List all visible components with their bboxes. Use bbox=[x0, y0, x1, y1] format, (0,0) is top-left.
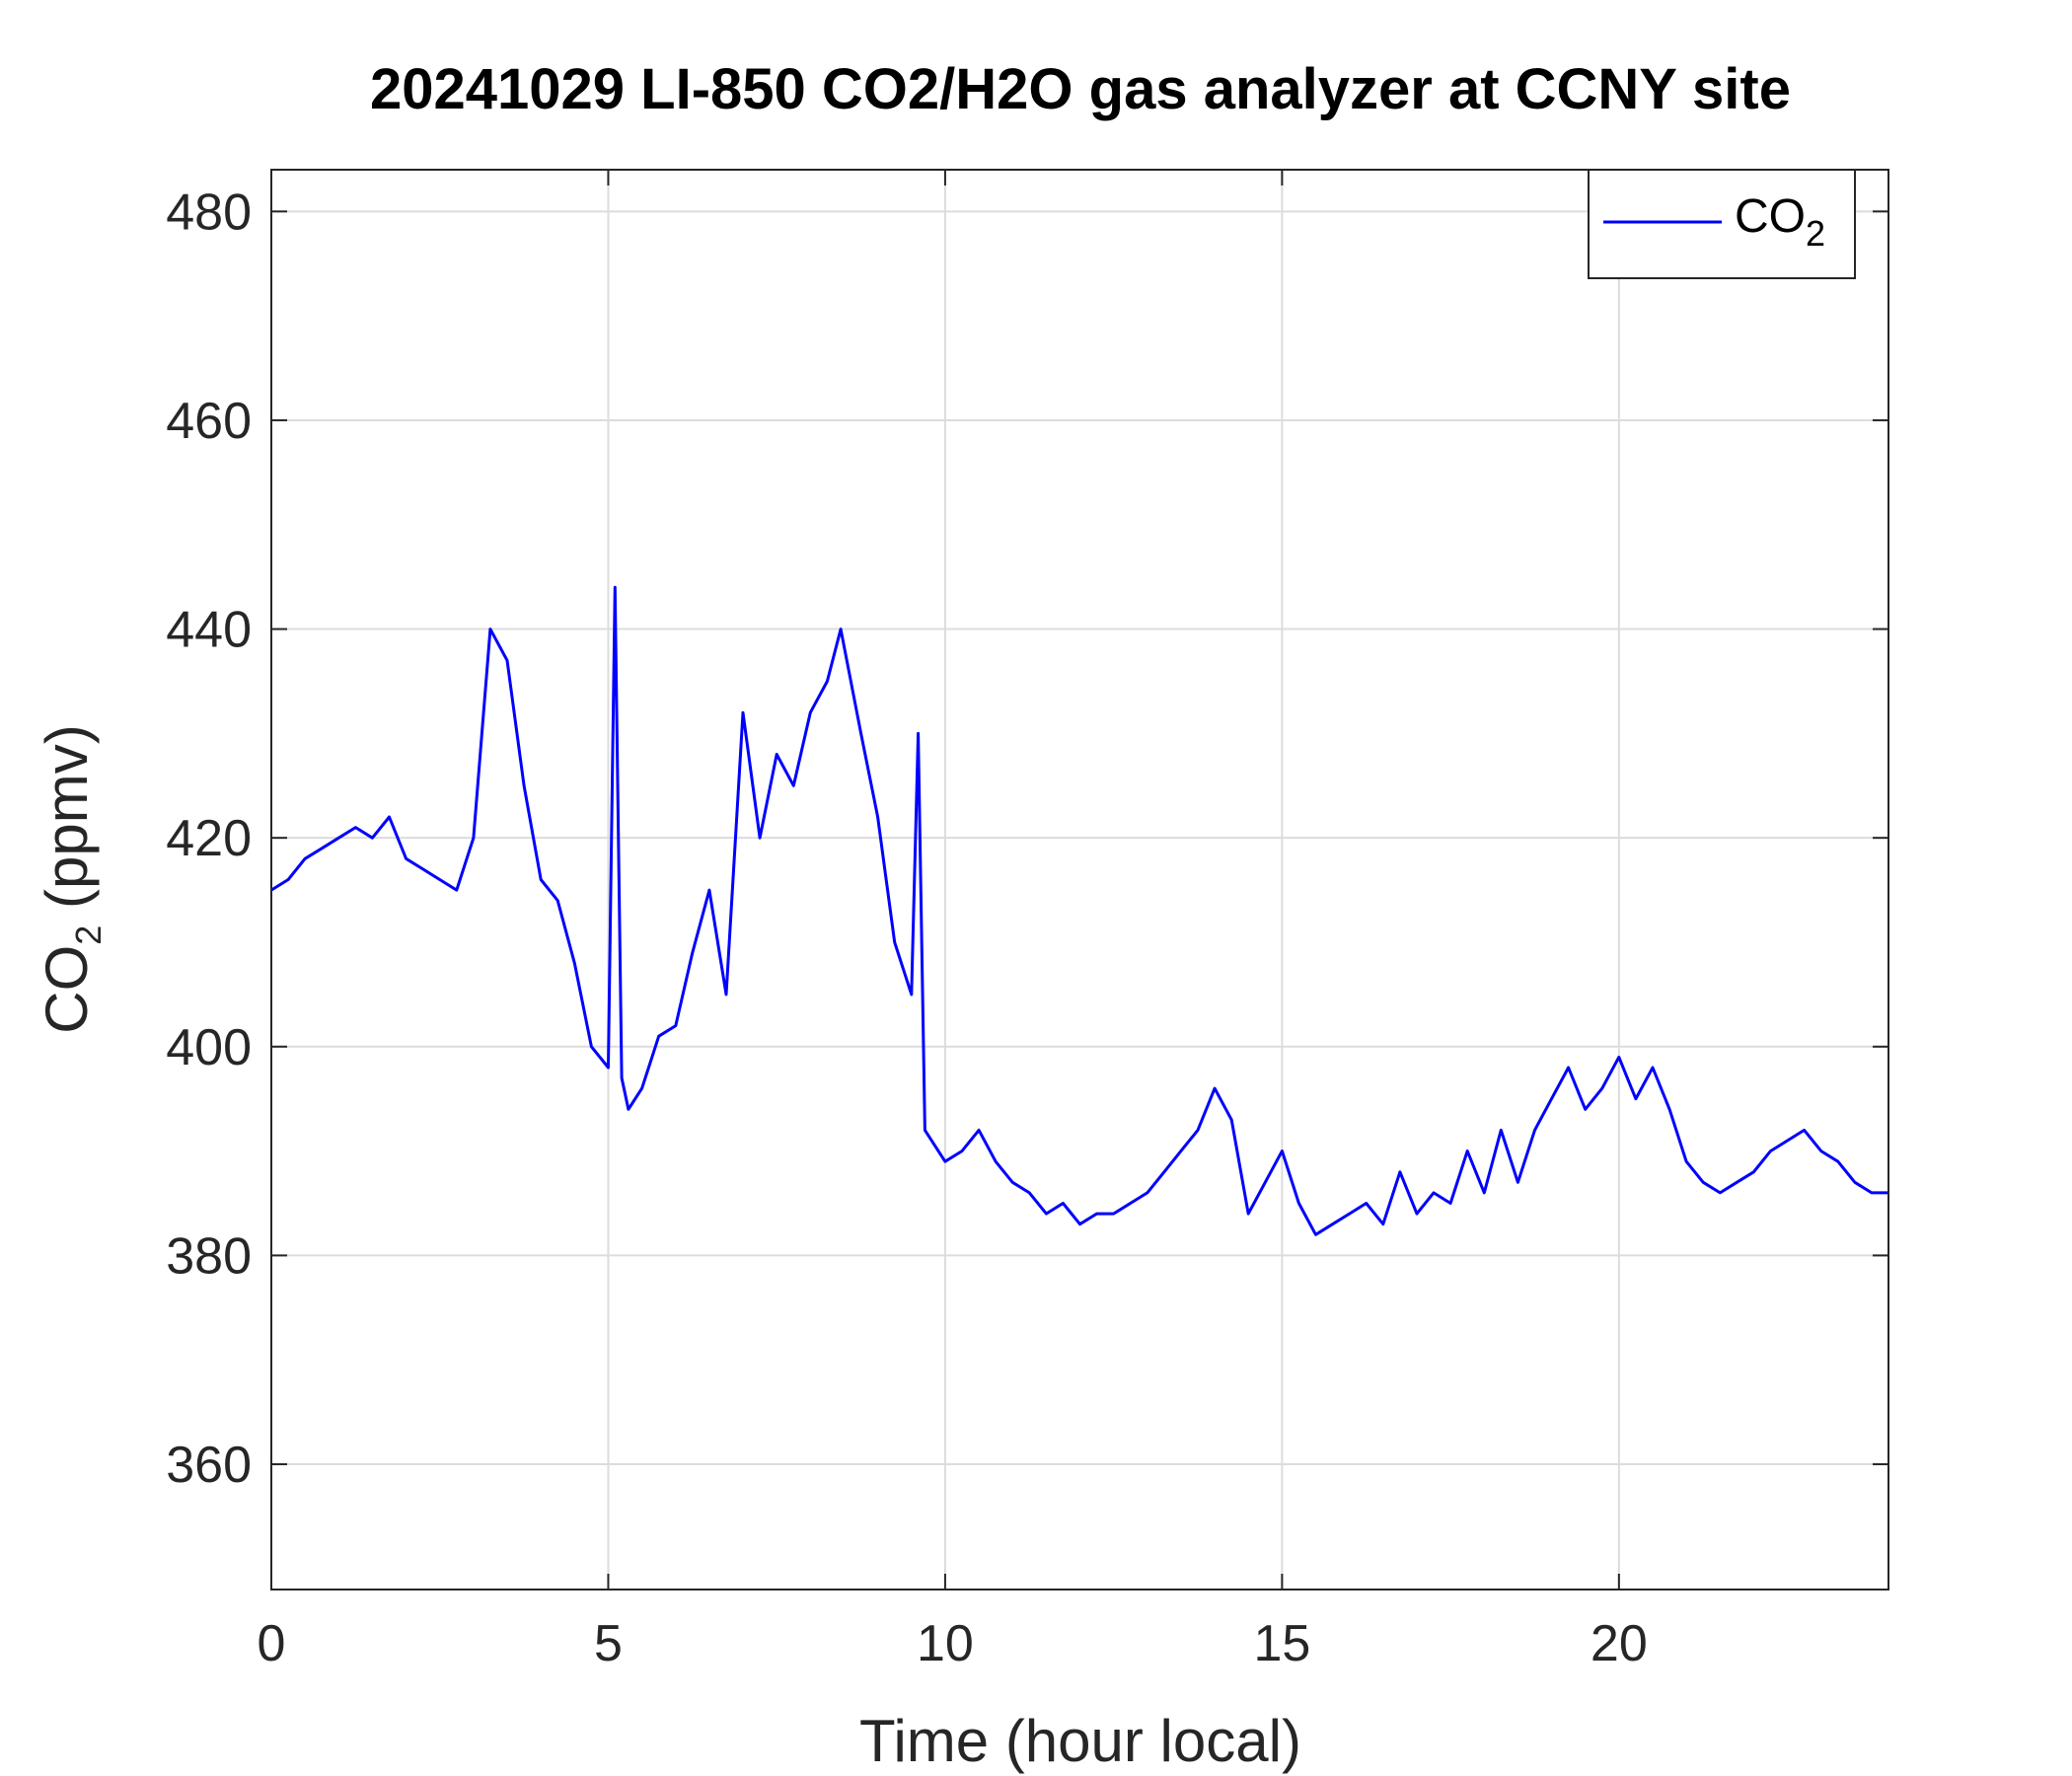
series-layer bbox=[270, 585, 1888, 1236]
y-tick-labels: 360 380 400 420 440 460 480 bbox=[166, 184, 252, 1494]
x-tick-label: 15 bbox=[1253, 1615, 1310, 1672]
y-tick-label: 380 bbox=[166, 1227, 252, 1285]
y-axis-label: CO2 (ppmv) bbox=[34, 724, 109, 1033]
y-tick-label: 400 bbox=[166, 1019, 252, 1076]
y-tick-label: 440 bbox=[166, 602, 252, 659]
legend: CO2 bbox=[1588, 169, 1856, 279]
x-tick-label: 20 bbox=[1591, 1615, 1648, 1672]
y-tick-label: 420 bbox=[166, 810, 252, 867]
legend-label-co2: CO2 bbox=[1735, 190, 1825, 254]
series-line-co2 bbox=[270, 585, 1888, 1236]
grid-lines bbox=[270, 170, 1888, 1590]
plot-frame bbox=[270, 169, 1889, 1591]
y-tick-label: 460 bbox=[166, 393, 252, 450]
x-axis-label: Time (hour local) bbox=[859, 1708, 1301, 1774]
y-tick-label: 360 bbox=[166, 1437, 252, 1494]
legend-box bbox=[1588, 169, 1856, 279]
tick-marks bbox=[270, 170, 1888, 1590]
x-tick-label: 5 bbox=[594, 1615, 623, 1672]
x-tick-label: 10 bbox=[917, 1615, 974, 1672]
x-tick-labels: 0 5 10 15 20 bbox=[258, 1615, 1648, 1672]
chart-title: 20241029 LI-850 CO2/H2O gas analyzer at … bbox=[370, 57, 1791, 121]
y-tick-label: 480 bbox=[166, 184, 252, 241]
x-tick-label: 0 bbox=[258, 1615, 286, 1672]
